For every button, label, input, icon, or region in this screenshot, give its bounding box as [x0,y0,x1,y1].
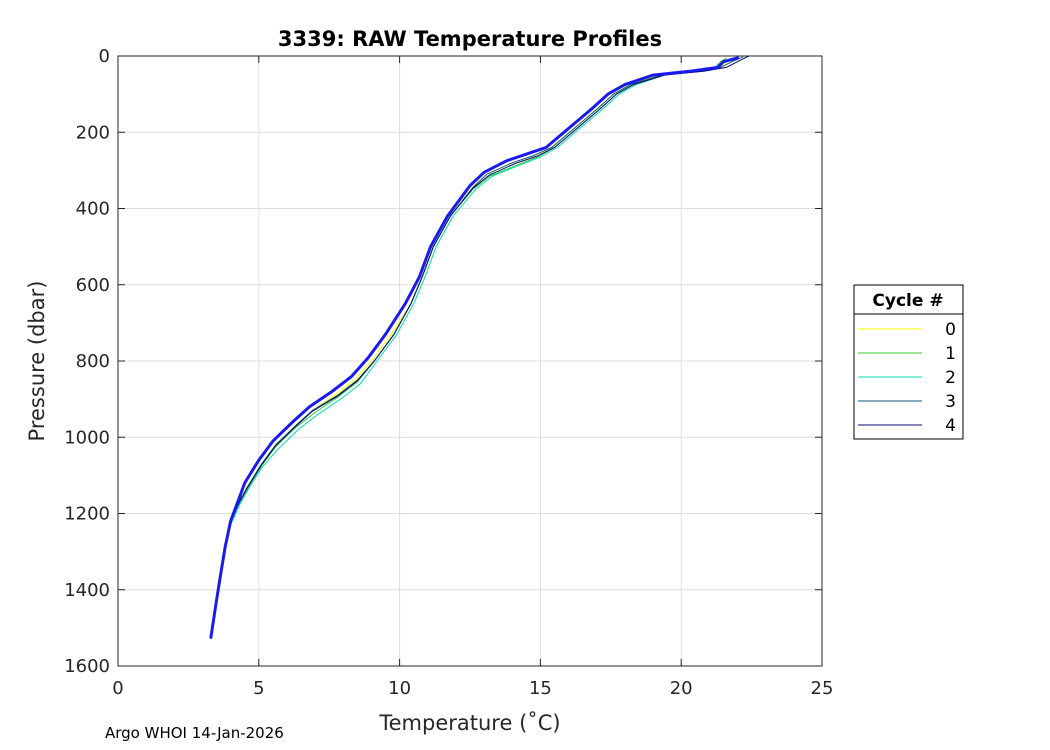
grid [117,55,823,667]
y-tick-label: 800 [76,351,110,372]
legend-label-cycle-0: 0 [945,320,956,340]
x-tick-label: 20 [670,678,693,699]
legend: Cycle # 0 1 2 3 4 [853,284,964,440]
y-tick-label: 0 [99,46,110,67]
y-tick-label: 200 [76,122,110,143]
chart-title: 3339: RAW Temperature Profiles [278,27,662,51]
legend-label-cycle-2: 2 [945,368,956,388]
profile-line-cycle-3 [210,56,744,636]
x-tick-label: 15 [529,678,552,699]
legend-title: Cycle # [872,291,943,311]
x-tick-label: 10 [388,678,411,699]
y-tick-label: 400 [76,199,110,220]
footer-credit: Argo WHOI 14-Jan-2026 [105,724,284,742]
y-axis-label: Pressure (dbar) [25,281,49,442]
legend-label-cycle-4: 4 [945,416,956,436]
y-tick-label: 1200 [64,504,110,525]
x-tick-label: 5 [253,678,264,699]
y-tick-label: 1400 [64,580,110,601]
x-tick-label: 0 [112,678,123,699]
legend-label-cycle-3: 3 [945,392,956,412]
legend-label-cycle-1: 1 [945,344,956,364]
y-tick-label: 1600 [64,656,110,677]
profile-line-cycle-2 [210,57,738,638]
y-tick-label: 1000 [64,427,110,448]
profile-lines [209,55,750,639]
x-axis-label: Temperature (˚C) [378,711,560,735]
profile-line-cycle-1 [210,57,727,636]
axis-ticks: 0 5 10 15 20 25 0 200 400 600 800 1000 1200 1400 1600 [64,46,833,699]
profile-line-highlight [209,56,739,639]
profile-line-cycle-4 [210,55,750,637]
y-tick-label: 600 [76,275,110,296]
x-tick-label: 25 [811,678,834,699]
profile-line-cycle-0 [210,57,735,636]
